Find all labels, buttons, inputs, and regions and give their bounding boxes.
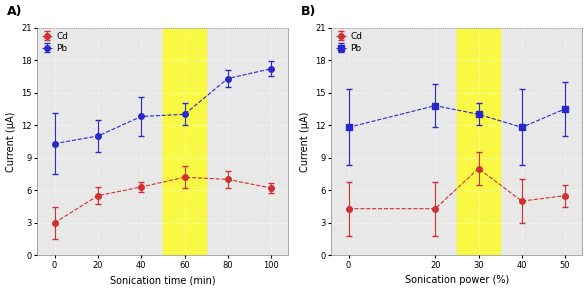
Text: A): A) — [7, 6, 23, 18]
Bar — [457, 28, 500, 255]
Bar — [163, 28, 206, 255]
Y-axis label: Current (μA): Current (μA) — [299, 111, 309, 172]
Y-axis label: Current (μA): Current (μA) — [5, 111, 15, 172]
Text: B): B) — [301, 6, 316, 18]
X-axis label: Sonication time (min): Sonication time (min) — [110, 276, 216, 285]
Legend: Cd, Pb: Cd, Pb — [40, 30, 70, 54]
X-axis label: Sonication power (%): Sonication power (%) — [405, 276, 509, 285]
Legend: Cd, Pb: Cd, Pb — [334, 30, 364, 54]
